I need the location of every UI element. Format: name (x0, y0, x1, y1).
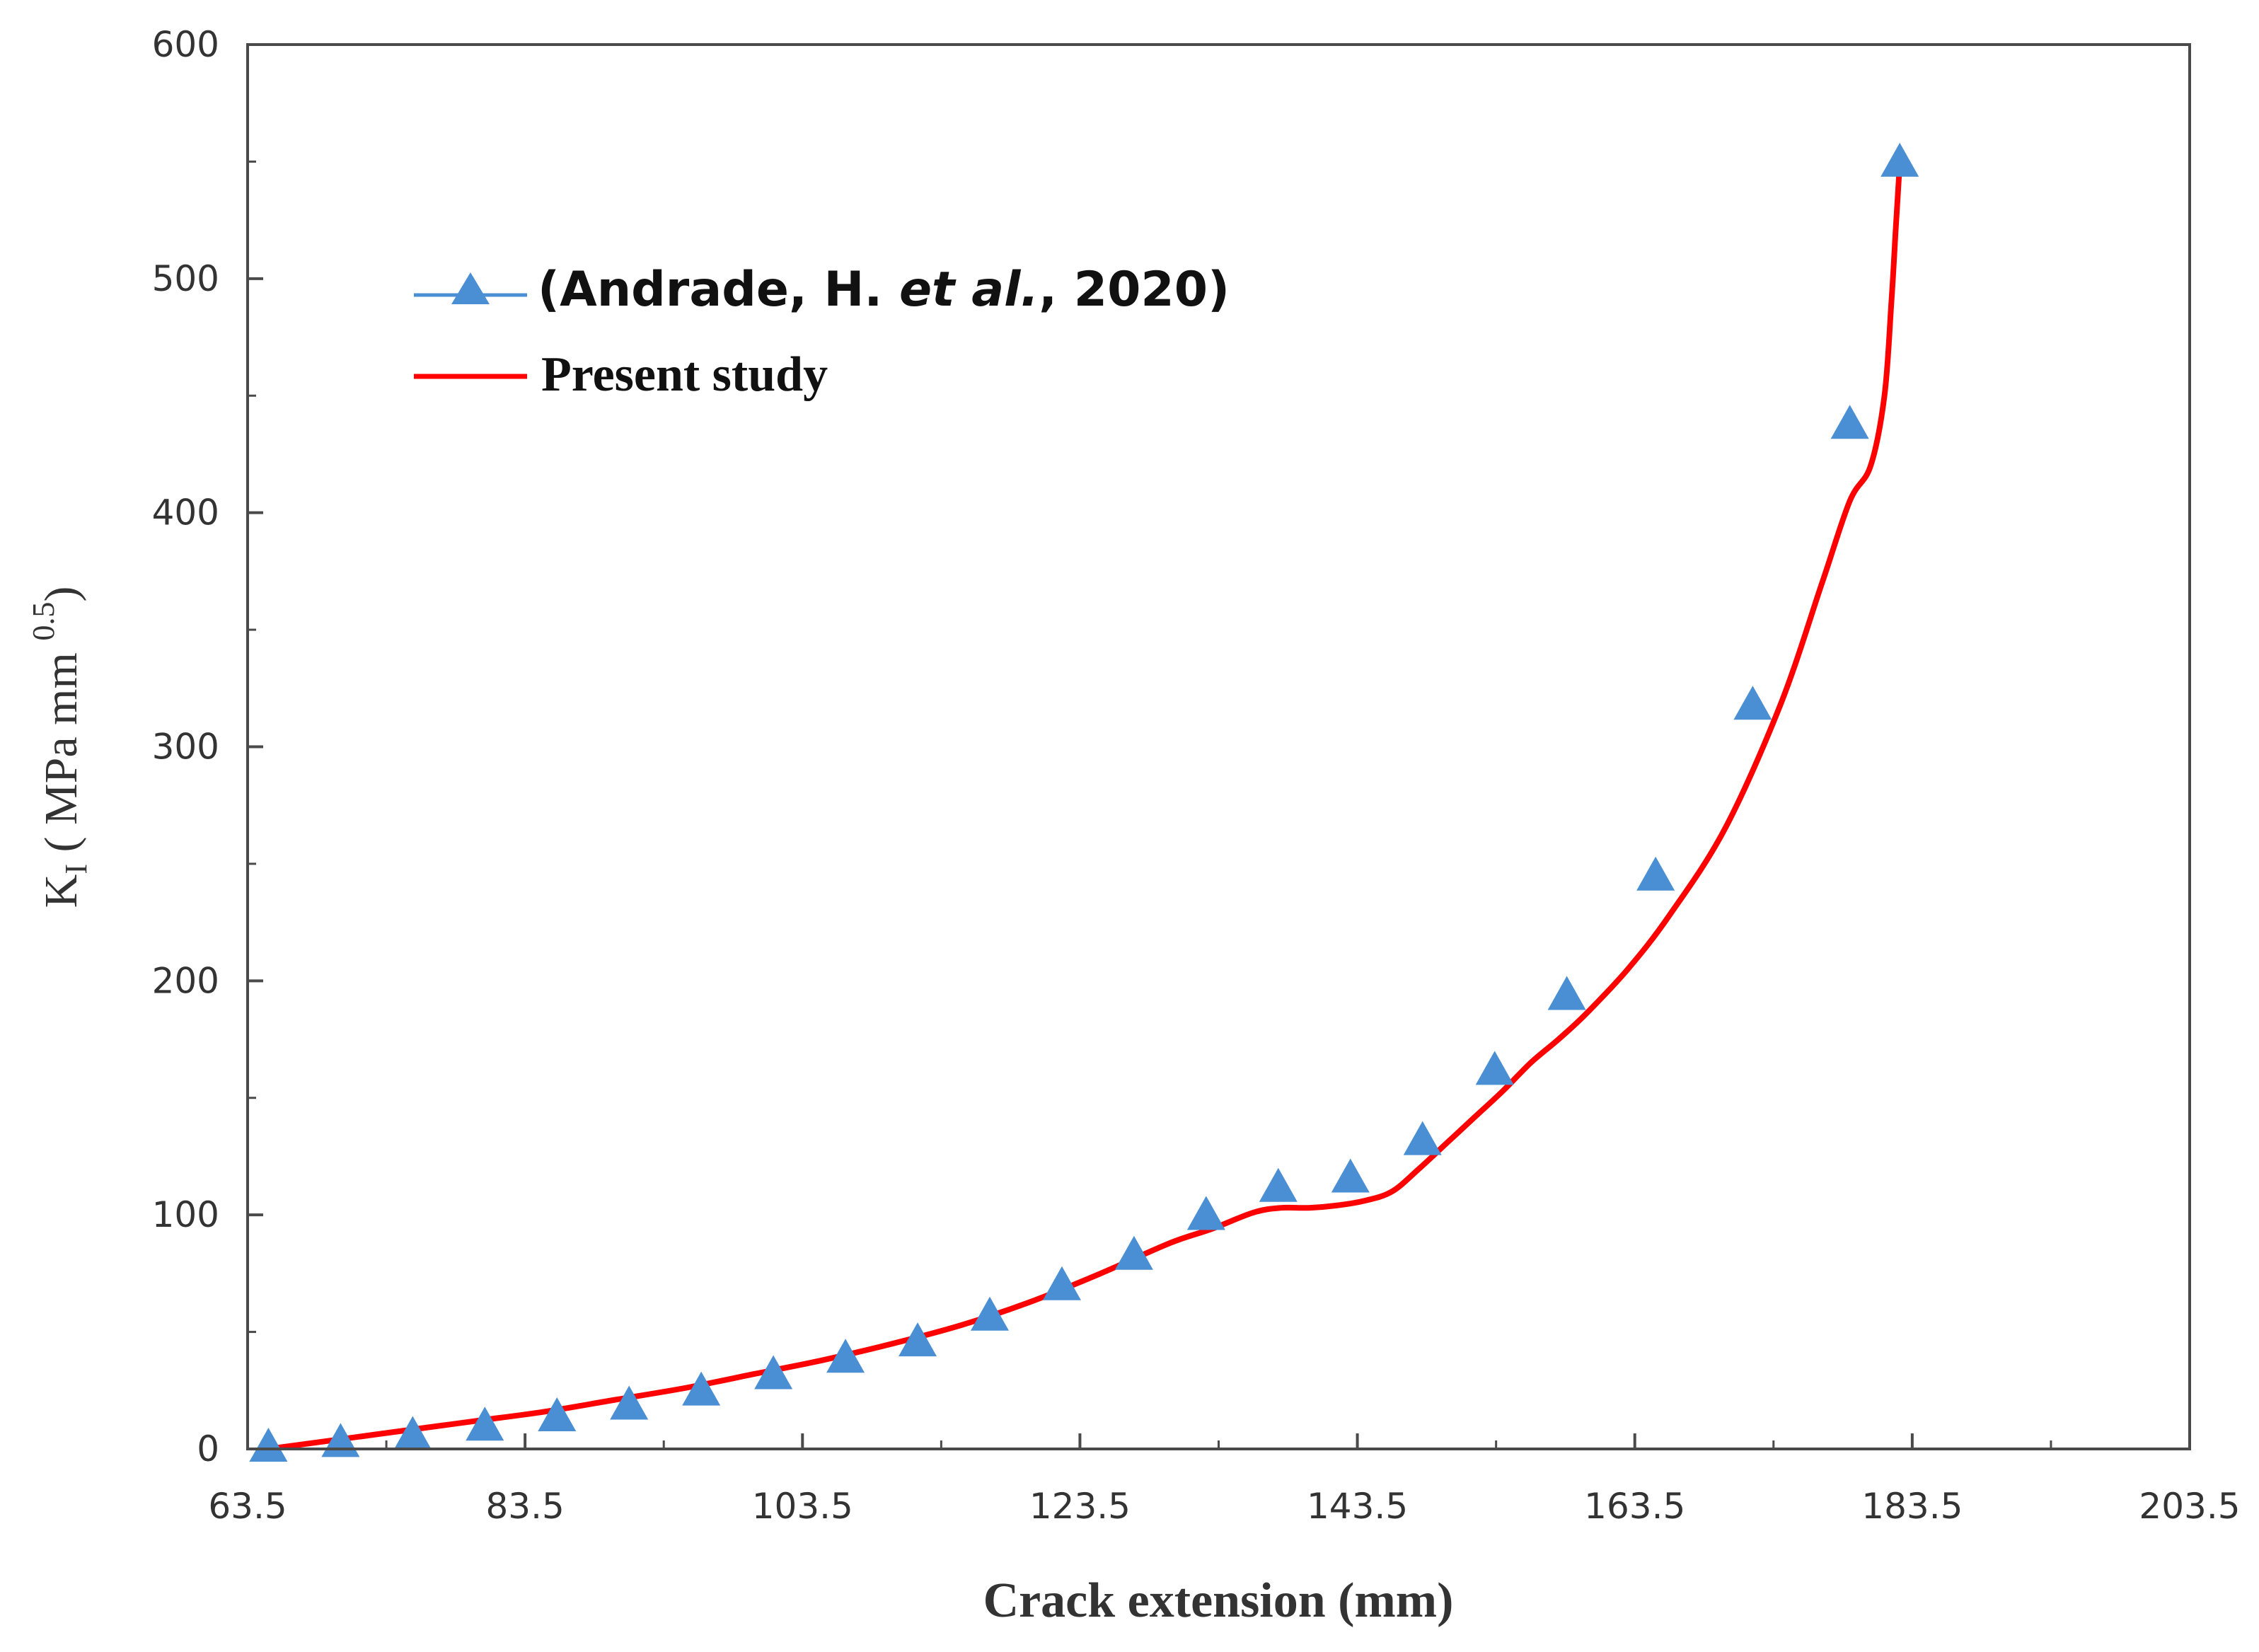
x-tick-label: 143.5 (1307, 1486, 1408, 1527)
x-tick-label: 183.5 (1861, 1486, 1963, 1527)
legend: (Andrade, H. et al., 2020) Present study (414, 262, 1230, 402)
x-tick-label: 123.5 (1029, 1486, 1131, 1527)
series-andrade-point (970, 1296, 1009, 1331)
legend-series1-italic: et al. (899, 262, 1039, 318)
series-andrade-point (538, 1397, 577, 1431)
x-tick-labels: 63.5 83.5 103.5 123.5 143.5 163.5 183.5 203.5 (208, 1486, 2240, 1527)
y-tick-label: 300 (152, 727, 219, 768)
series-andrade-point (393, 1416, 432, 1450)
legend-series1-suffix: , 2020) (1039, 262, 1230, 318)
x-tick-label: 103.5 (752, 1486, 853, 1527)
y-tick-labels: 0 100 200 300 400 500 600 (152, 24, 219, 1469)
y-axis-subscript: I (59, 864, 93, 874)
y-tick-label: 500 (152, 258, 219, 299)
plot-frame (246, 43, 2191, 1450)
series-andrade-point (1331, 1158, 1370, 1193)
series-andrade-point (754, 1355, 793, 1390)
legend-series1-prefix: (Andrade, H. (538, 262, 899, 318)
series-andrade-point (610, 1385, 649, 1420)
x-tick-label: 163.5 (1584, 1486, 1685, 1527)
series-andrade-point (466, 1406, 504, 1441)
series-andrade-point (1186, 1196, 1225, 1230)
legend-series1-label: (Andrade, H. et al., 2020) (538, 262, 1230, 318)
y-tick-label: 0 (197, 1428, 219, 1469)
legend-series1-marker (451, 272, 490, 304)
series-andrade-point (1042, 1266, 1081, 1300)
series-andrade-point (1636, 856, 1675, 891)
plot-series (249, 142, 1919, 1462)
y-tick-label: 100 (152, 1194, 219, 1235)
series-andrade-point (249, 1428, 288, 1462)
series-andrade-point (1880, 142, 1919, 177)
y-axis-symbol: K (35, 874, 87, 908)
y-axis-units: ( MPa mm (35, 641, 87, 864)
series-andrade-point (826, 1339, 865, 1373)
series-andrade-point (1475, 1051, 1514, 1085)
series-andrade-point (1733, 686, 1772, 720)
x-tick-label: 63.5 (208, 1486, 287, 1527)
y-axis-units-close: ) (35, 587, 87, 602)
series-andrade-point (1547, 976, 1586, 1010)
y-tick-label: 200 (152, 960, 219, 1001)
x-axis-title: Crack extension (mm) (983, 1573, 1454, 1628)
x-tick-label: 83.5 (485, 1486, 564, 1527)
y-tick-label: 600 (152, 24, 219, 65)
legend-series2-label: Present study (541, 347, 828, 402)
series-andrade-point (682, 1371, 721, 1406)
y-tick-label: 400 (152, 492, 219, 533)
series-andrade-point (1830, 405, 1869, 439)
x-tick-label: 203.5 (2139, 1486, 2240, 1527)
series-andrade-point (899, 1322, 937, 1357)
series-andrade-point (1114, 1235, 1153, 1270)
y-axis-title: KI ( MPa mm 0.5) (26, 587, 93, 908)
series-andrade-point (1259, 1167, 1298, 1202)
y-axis-exponent: 0.5 (26, 602, 61, 641)
series-andrade-point (1403, 1121, 1442, 1155)
